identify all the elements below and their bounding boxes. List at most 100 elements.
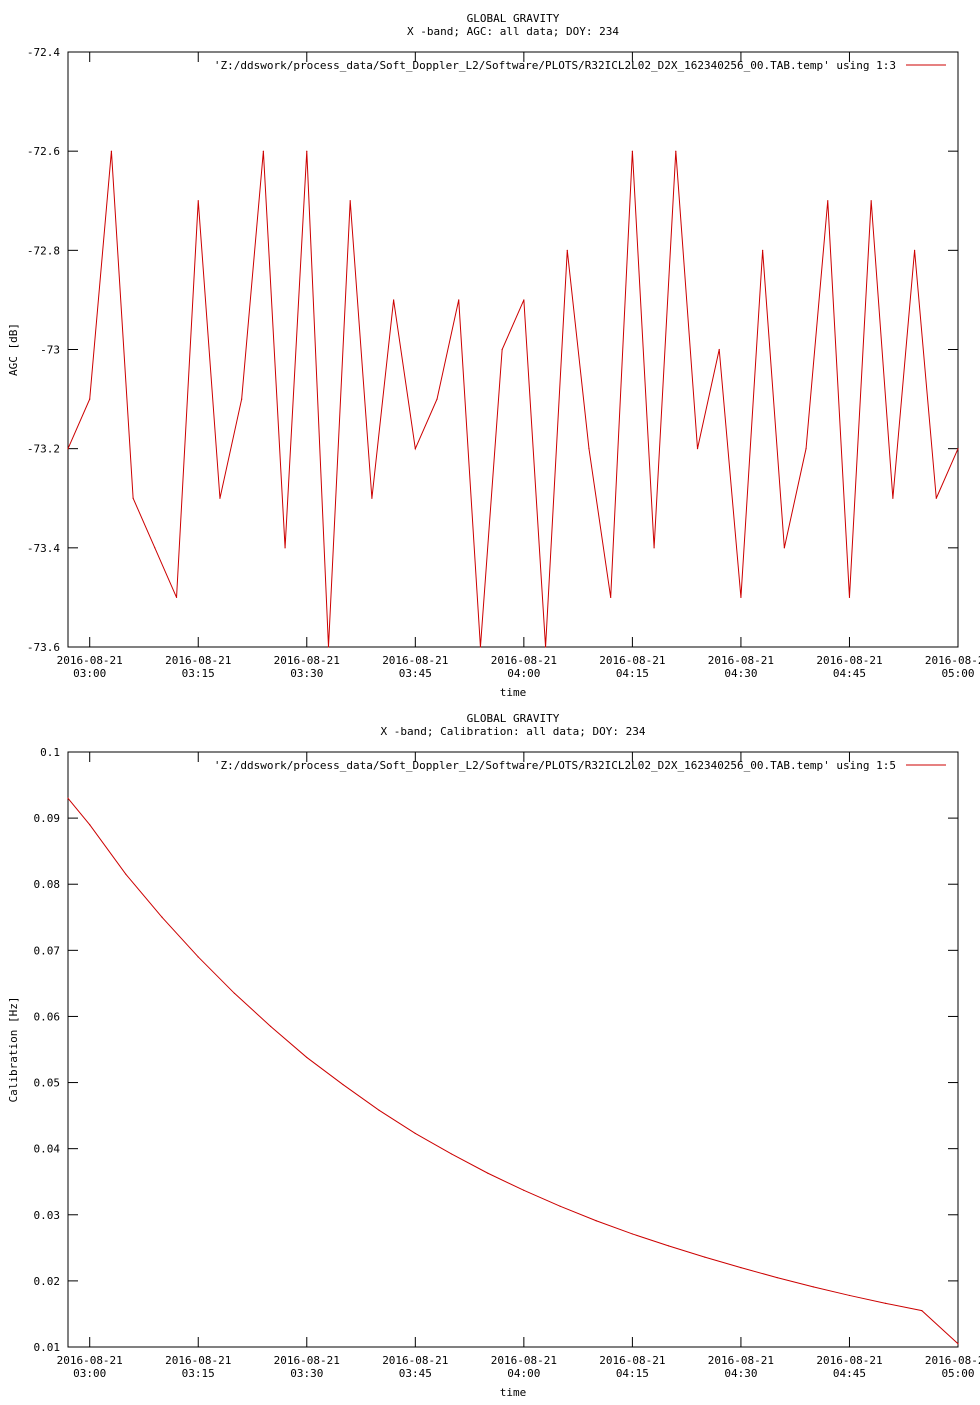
x-tick-time: 04:15 [616,1367,649,1380]
data-point [233,992,236,994]
data-point [935,497,937,499]
data-point [349,200,351,202]
x-axis-label: time [500,686,527,699]
chart-subtitle: X -band; AGC: all data; DOY: 234 [407,25,619,38]
data-point [559,1205,561,1207]
data-point [812,1286,814,1288]
series-line [67,797,959,1345]
series-line [67,151,959,648]
data-point [783,547,785,549]
x-tick-time: 04:00 [507,667,540,680]
data-point [270,1025,272,1027]
y-tick-label: 0.05 [34,1077,61,1090]
x-tick-date: 2016-08-21 [925,1354,980,1367]
data-point [610,596,612,599]
y-tick-label: -72.6 [27,145,60,158]
data-point [241,398,243,400]
data-point [67,797,69,799]
x-tick-time: 03:45 [399,1367,432,1380]
x-tick-date: 2016-08-21 [274,654,340,667]
data-point [523,1189,525,1191]
data-point [110,150,113,152]
legend-label: 'Z:/ddswork/process_data/Soft_Doppler_L2… [214,759,896,772]
x-tick-date: 2016-08-21 [708,654,774,667]
x-tick-time: 04:45 [833,1367,866,1380]
x-tick-time: 03:45 [399,667,432,680]
data-point [67,448,69,450]
plot-frame [67,51,959,648]
y-tick-label: 0.02 [34,1275,61,1288]
data-point [667,1245,670,1247]
data-point [870,200,872,202]
x-tick-date: 2016-08-21 [491,1354,557,1367]
data-point [436,398,438,400]
data-point [125,873,127,875]
x-tick-date: 2016-08-21 [382,1354,448,1367]
x-tick-time: 04:45 [833,667,866,680]
data-point [342,1083,344,1086]
y-tick-label: 0.07 [34,944,61,957]
x-tick-date: 2016-08-21 [816,1354,882,1367]
data-point [892,497,894,499]
y-tick-label: -73.4 [27,542,60,555]
x-tick-date: 2016-08-21 [165,1354,231,1367]
y-tick-label: 0.04 [34,1143,61,1156]
x-tick-time: 04:30 [724,667,757,680]
y-tick-label: 0.09 [34,812,61,825]
x-tick-time: 05:00 [941,1367,974,1380]
x-tick-date: 2016-08-21 [708,1354,774,1367]
y-tick-label: 0.06 [34,1010,61,1023]
x-tick-date: 2016-08-21 [816,654,882,667]
data-point [306,150,308,152]
data-point [957,1343,959,1345]
x-tick-time: 03:30 [290,667,323,680]
data-point [327,646,330,648]
data-point [501,348,503,351]
x-tick-time: 04:30 [724,1367,757,1380]
y-tick-label: 0.08 [34,878,61,891]
x-tick-time: 04:00 [507,1367,540,1380]
y-tick-label: 0.1 [40,746,60,759]
x-tick-time: 03:15 [182,1367,215,1380]
x-tick-date: 2016-08-21 [925,654,980,667]
y-tick-label: -73.2 [27,443,60,456]
data-point [284,547,286,549]
data-point [378,1109,380,1111]
x-axis-label: time [500,1386,527,1399]
y-tick-label: -72.8 [27,244,60,257]
data-point [154,547,156,549]
y-tick-label: -73 [40,344,60,357]
x-tick-date: 2016-08-21 [165,654,231,667]
data-point [414,1132,416,1135]
x-tick-date: 2016-08-21 [57,1354,123,1367]
data-point [487,1172,489,1174]
data-point [89,398,91,400]
data-point [544,646,547,648]
y-tick-label: 0.03 [34,1209,61,1222]
data-point [776,1276,778,1279]
data-point [414,448,416,450]
x-tick-time: 03:00 [73,667,106,680]
x-tick-time: 05:00 [941,667,974,680]
data-point [566,249,568,251]
chart-subtitle: X -band; Calibration: all data; DOY: 234 [381,725,646,738]
data-point [921,1310,923,1312]
data-point [848,1294,851,1297]
y-tick-label: -73.6 [27,641,60,654]
data-point [762,249,764,251]
data-point [479,646,482,648]
data-point [306,1056,308,1059]
data-point [197,956,199,958]
data-point [262,150,264,152]
data-point [523,299,525,301]
data-point [175,596,178,599]
x-tick-date: 2016-08-21 [382,654,448,667]
data-point [696,448,699,450]
data-point [219,497,221,499]
data-point [740,596,742,599]
data-point [450,1153,453,1155]
x-tick-date: 2016-08-21 [274,1354,340,1367]
data-point [718,348,720,351]
data-point [653,547,655,549]
